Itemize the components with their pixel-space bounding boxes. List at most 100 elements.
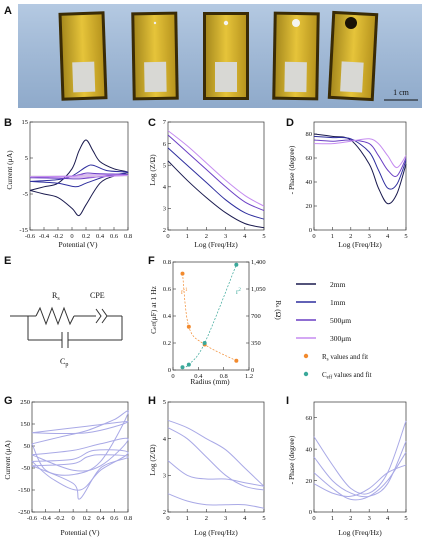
y-tick-label-b: 5 xyxy=(25,155,28,162)
series-line-b xyxy=(29,139,129,217)
series-line-d xyxy=(313,139,407,177)
x-tick-label-c: 4 xyxy=(243,233,247,240)
y-tick-label-f: 0.2 xyxy=(163,340,171,347)
panel-d: D - Phase (degree) Log (Freq/Hz) 0 1 2 3 4 5 0… xyxy=(286,117,408,249)
axis-title-y-left-f: Ceff(μF) at 1 Hz xyxy=(149,285,158,333)
data-point-rs xyxy=(234,358,239,363)
data-point-ceff xyxy=(202,341,207,345)
panel-a: A xyxy=(4,4,422,108)
series-line-c xyxy=(167,160,265,229)
x-tick-label-i: 3 xyxy=(368,515,371,522)
y-tick-label-g: 150 xyxy=(20,421,30,428)
axis-title-y-d: - Phase (degree) xyxy=(287,145,296,194)
y-tick-label-g: -50 xyxy=(21,465,30,472)
x-tick-label-b: 0.8 xyxy=(124,233,132,240)
panel-label-d: D xyxy=(286,117,294,129)
label-cp: Cp xyxy=(60,357,68,368)
electrode-4 xyxy=(272,11,320,101)
electrode-2 xyxy=(131,11,179,101)
x-tick-label-f: 0.8 xyxy=(220,373,228,380)
x-tick-label-b: -0.4 xyxy=(39,233,50,240)
label-rs: Rs xyxy=(52,291,60,302)
legend-dot xyxy=(303,371,309,377)
x-tick-label-g: -0.4 xyxy=(41,515,52,522)
series-line-h xyxy=(167,419,265,487)
series-line-h xyxy=(167,460,265,487)
axis-title-y-i: - Phase (degree) xyxy=(287,435,296,484)
data-point-ceff xyxy=(186,362,191,367)
series-line-i xyxy=(313,452,407,501)
y-tick-label-d: 60 xyxy=(306,155,313,162)
panel-label-f: F xyxy=(148,255,155,267)
data-point-rs xyxy=(186,324,191,329)
legend-label: 500μm xyxy=(330,316,351,325)
y-tick-label-d: 0 xyxy=(309,227,312,234)
axis-title-x-d: Log (Freq/Hz) xyxy=(338,240,382,249)
y-tick-label-c: 7 xyxy=(163,119,167,126)
x-tick-label-d: 1 xyxy=(331,233,334,240)
panel-i: I - Phase (degree) Log (Freq/Hz) 0 1 2 3 4 5 0… xyxy=(286,395,408,537)
series-line-g xyxy=(31,437,129,472)
y-tick-label-g: -150 xyxy=(18,487,30,494)
circuit-diagram xyxy=(10,306,123,348)
x-tick-label-c: 3 xyxy=(224,233,227,240)
series-line-i xyxy=(313,420,407,495)
axis-title-x-h: Log (Freq/Hz) xyxy=(194,528,238,537)
y-tick-label-h: 2 xyxy=(163,509,166,516)
x-tick-label-c: 1 xyxy=(186,233,189,240)
x-tick-label-c: 2 xyxy=(205,233,208,240)
series-line-d xyxy=(313,135,407,190)
x-tick-label-i: 0 xyxy=(312,515,315,522)
x-tick-label-g: 0.4 xyxy=(97,515,106,522)
electrode-5 xyxy=(327,10,379,102)
panel-label-g: G xyxy=(4,395,13,407)
plot-frame-i xyxy=(313,401,407,513)
y-tick-label-c: 6 xyxy=(163,141,167,148)
y-right-tick-label-f: 0 xyxy=(251,367,254,374)
y-tick-label-c: 3 xyxy=(163,206,166,213)
y-tick-label-f: 0.8 xyxy=(163,259,171,266)
y-tick-label-d: 80 xyxy=(306,131,313,138)
series-line-c xyxy=(167,147,265,220)
series-line-g xyxy=(31,421,129,435)
panel-label-c: C xyxy=(148,117,156,129)
y-tick-label-g: -250 xyxy=(18,509,30,516)
x-tick-label-f: 0 xyxy=(171,373,174,380)
label-cpe: CPE xyxy=(90,291,105,300)
x-tick-label-g: 0.2 xyxy=(83,515,91,522)
data-point-rs xyxy=(180,271,185,276)
y-tick-label-c: 4 xyxy=(163,184,167,191)
y-tick-label-f: 0 xyxy=(168,367,171,374)
x-tick-label-g: -0.6 xyxy=(27,515,38,522)
legend: 2mm 1mm 500μm 300μm Rs values and fit Ceff v… xyxy=(296,280,372,381)
y-tick-label-h: 4 xyxy=(163,436,167,443)
series-line-i xyxy=(313,464,407,497)
panel-label-h: H xyxy=(148,395,156,407)
y-tick-label-i: 20 xyxy=(306,478,313,485)
panel-label-i: I xyxy=(286,395,289,407)
series-line-d xyxy=(313,138,407,169)
x-tick-label-h: 0 xyxy=(166,515,169,522)
legend-dot xyxy=(303,353,309,359)
y-tick-label-d: 20 xyxy=(306,203,313,210)
y-tick-label-f: 0.6 xyxy=(163,286,172,293)
axis-title-y-g: Current (μA) xyxy=(3,440,12,480)
series-line-c xyxy=(167,134,265,212)
panel-label-b: B xyxy=(4,117,12,129)
y-right-tick-label-f: 1,400 xyxy=(251,259,266,266)
y-tick-label-i: 60 xyxy=(306,415,313,422)
plot-frame-f xyxy=(172,261,250,371)
series-line-h xyxy=(167,427,265,491)
electrode-1 xyxy=(58,11,108,101)
series-line-i xyxy=(313,441,407,498)
y-right-tick-label-f: 1,050 xyxy=(251,286,266,293)
panel-f: F Ceff(μF) at 1 Hz Rs (Ω) Radius (mm) r-… xyxy=(148,255,283,386)
y-tick-label-i: 40 xyxy=(306,446,313,453)
x-tick-label-i: 4 xyxy=(386,515,390,522)
axis-title-y-b: Current (μA) xyxy=(5,150,14,190)
fit-curve-ceff xyxy=(182,264,237,368)
legend-label: 2mm xyxy=(330,280,346,289)
legend-label: 1mm xyxy=(330,298,346,307)
x-tick-label-h: 1 xyxy=(186,515,189,522)
